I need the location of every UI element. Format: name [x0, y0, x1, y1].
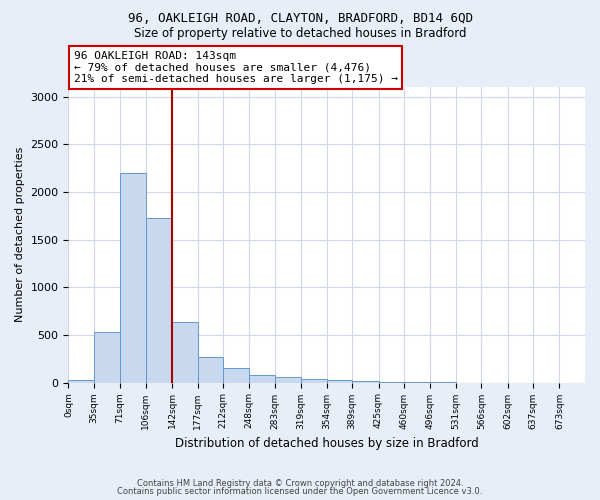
Bar	[301, 379, 327, 382]
Bar	[327, 380, 352, 382]
Text: Size of property relative to detached houses in Bradford: Size of property relative to detached ho…	[134, 28, 466, 40]
Text: 96 OAKLEIGH ROAD: 143sqm
← 79% of detached houses are smaller (4,476)
21% of sem: 96 OAKLEIGH ROAD: 143sqm ← 79% of detach…	[74, 51, 398, 84]
Bar	[146, 218, 172, 382]
X-axis label: Distribution of detached houses by size in Bradford: Distribution of detached houses by size …	[175, 437, 479, 450]
Bar	[94, 332, 120, 382]
Y-axis label: Number of detached properties: Number of detached properties	[15, 147, 25, 322]
Bar	[120, 173, 146, 382]
Bar	[172, 322, 197, 382]
Text: 96, OAKLEIGH ROAD, CLAYTON, BRADFORD, BD14 6QD: 96, OAKLEIGH ROAD, CLAYTON, BRADFORD, BD…	[128, 12, 473, 26]
Bar	[275, 377, 301, 382]
Text: Contains HM Land Registry data © Crown copyright and database right 2024.: Contains HM Land Registry data © Crown c…	[137, 478, 463, 488]
Bar	[250, 375, 275, 382]
Bar	[197, 357, 223, 382]
Bar	[352, 381, 379, 382]
Text: Contains public sector information licensed under the Open Government Licence v3: Contains public sector information licen…	[118, 487, 482, 496]
Bar	[68, 380, 94, 382]
Bar	[223, 368, 250, 382]
